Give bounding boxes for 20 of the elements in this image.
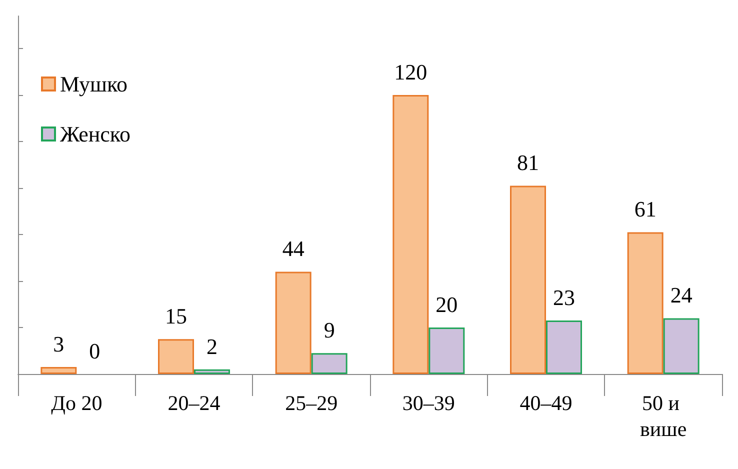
- data-label: 44: [282, 236, 304, 262]
- x-tick-label: До 20: [51, 391, 102, 415]
- data-label: 3: [53, 332, 64, 357]
- data-label: 120: [394, 60, 428, 85]
- data-label: 2: [206, 334, 218, 359]
- legend-label: Женско: [60, 122, 130, 146]
- data-label: 24: [670, 282, 692, 308]
- data-label: 61: [634, 196, 656, 222]
- data-label: 20: [436, 292, 458, 318]
- data-label: 0: [89, 338, 100, 364]
- data-label: 81: [517, 150, 539, 176]
- data-label: 23: [553, 285, 575, 310]
- data-label: 9: [324, 318, 335, 343]
- x-tick-label: 50 и више: [640, 391, 687, 441]
- legend-label: Мушко: [60, 72, 128, 96]
- x-tick-label: 40–49: [520, 391, 572, 415]
- x-tick-label: 25–29: [285, 391, 338, 415]
- data-label: 15: [165, 304, 187, 329]
- x-tick-label: 30–39: [402, 391, 455, 415]
- x-tick-label: 20–24: [168, 391, 221, 415]
